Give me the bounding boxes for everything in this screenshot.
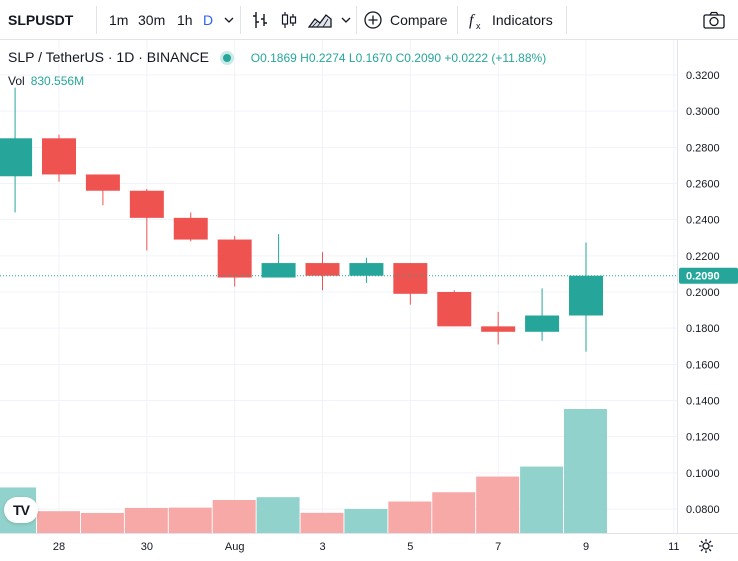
volume-bar bbox=[476, 476, 520, 533]
market-status-dot[interactable] bbox=[222, 53, 231, 62]
volume-bar bbox=[37, 511, 80, 533]
volume-bar bbox=[344, 508, 388, 533]
candle-body bbox=[349, 263, 384, 276]
price-tick-label: 0.2400 bbox=[686, 215, 720, 227]
volume-bar bbox=[256, 497, 300, 533]
open-value: O0.1869 bbox=[250, 51, 297, 65]
volume-bar bbox=[80, 512, 124, 533]
svg-text:x: x bbox=[476, 21, 481, 31]
price-tick-label: 0.3000 bbox=[686, 106, 720, 118]
price-tick-label: 0.0800 bbox=[686, 504, 720, 516]
price-tick-label: 0.2600 bbox=[686, 179, 720, 191]
interval-d-button[interactable]: D bbox=[203, 12, 214, 28]
toolbar-divider bbox=[566, 6, 567, 34]
candles bbox=[0, 87, 603, 352]
volume-value: 830.556M bbox=[30, 74, 85, 88]
toolbar-divider bbox=[96, 6, 97, 34]
current-price-tag bbox=[679, 267, 738, 284]
volume-label: Vol bbox=[8, 74, 25, 88]
axes[interactable]: 0.3200 0.3000 0.2800 0.2600 0.2400 0.2200 0.20… bbox=[0, 40, 738, 553]
time-tick-label: 30 bbox=[141, 541, 153, 553]
price-tick-label: 0.2800 bbox=[686, 142, 720, 154]
bar-chart-style-icon[interactable] bbox=[251, 10, 269, 30]
time-tick-label: 3 bbox=[319, 541, 325, 553]
time-tick-label: 5 bbox=[407, 541, 413, 553]
volume-bar bbox=[212, 500, 256, 533]
price-tick-label: 0.1800 bbox=[686, 323, 720, 335]
candle-body bbox=[85, 174, 120, 191]
price-tick-label: 0.1600 bbox=[686, 359, 720, 371]
candle-body bbox=[0, 138, 33, 177]
symbol-search-button[interactable]: SLPUSDT bbox=[8, 12, 74, 28]
price-tick-label: 0.2000 bbox=[686, 287, 720, 299]
high-value: H0.2274 bbox=[300, 51, 346, 65]
time-tick-label: 7 bbox=[495, 541, 501, 553]
candle-body bbox=[129, 190, 164, 218]
candle-body bbox=[305, 263, 340, 276]
close-value: C0.2090 bbox=[395, 51, 441, 65]
change-value: +0.0222 (+11.88%) bbox=[444, 51, 547, 65]
volume-bar bbox=[388, 501, 432, 533]
interval-30m-button[interactable]: 30m bbox=[138, 12, 166, 28]
volume-legend: Vol 830.556M bbox=[8, 74, 84, 88]
volume-bar bbox=[432, 492, 476, 533]
symbol-description[interactable]: SLP / TetherUS · 1D · BINANCE bbox=[8, 49, 209, 65]
price-tick-label: 0.3200 bbox=[686, 70, 720, 82]
time-tick-label: Aug bbox=[225, 541, 245, 553]
candle-body bbox=[173, 217, 208, 240]
volume-bar bbox=[124, 507, 168, 533]
candle-body bbox=[481, 326, 516, 332]
candle-body bbox=[569, 275, 603, 316]
candles-style-icon[interactable] bbox=[280, 10, 298, 30]
grid bbox=[0, 40, 677, 533]
candle-body bbox=[261, 263, 296, 278]
indicators-button[interactable]: Indicators bbox=[492, 12, 553, 28]
candle-body bbox=[42, 138, 76, 175]
toolbar-divider bbox=[457, 6, 458, 34]
interval-1h-button[interactable]: 1h bbox=[177, 12, 193, 28]
camera-snapshot-icon[interactable] bbox=[703, 11, 725, 29]
volume-bar bbox=[300, 512, 344, 533]
candle-body bbox=[525, 315, 560, 332]
chevron-down-icon[interactable] bbox=[341, 14, 351, 26]
current-price-label: 0.2090 bbox=[686, 271, 720, 283]
toolbar-divider bbox=[240, 6, 241, 34]
interval-1m-button[interactable]: 1m bbox=[109, 12, 129, 28]
settings-gear-icon[interactable] bbox=[698, 538, 714, 554]
candle-body bbox=[217, 239, 252, 278]
time-tick-label: 11 bbox=[668, 541, 679, 553]
compare-plus-icon[interactable] bbox=[364, 11, 382, 29]
volume-bar bbox=[168, 507, 212, 533]
time-tick-label: 9 bbox=[583, 541, 589, 553]
time-tick-label: 28 bbox=[53, 541, 65, 553]
toolbar-divider bbox=[356, 6, 357, 34]
price-tick-label: 0.1200 bbox=[686, 432, 720, 444]
price-tick-label: 0.1400 bbox=[686, 396, 720, 408]
ohlc-values: O0.1869 H0.2274 L0.1670 C0.2090 +0.0222 … bbox=[251, 51, 546, 65]
price-tick-label: 0.1000 bbox=[686, 468, 720, 480]
volume-bars bbox=[0, 409, 607, 533]
candle-body bbox=[393, 263, 428, 294]
tradingview-logo[interactable]: TV bbox=[4, 497, 38, 523]
compare-button[interactable]: Compare bbox=[390, 12, 448, 28]
chart-legend: SLP / TetherUS · 1D · BINANCE O0.1869 H0… bbox=[8, 49, 546, 65]
candle-body bbox=[437, 292, 472, 327]
volume-bar bbox=[520, 466, 564, 533]
chevron-down-icon[interactable] bbox=[224, 14, 234, 26]
price-tick-label: 0.2200 bbox=[686, 251, 720, 263]
volume-bar bbox=[564, 409, 607, 533]
area-chart-style-icon[interactable] bbox=[308, 10, 332, 30]
svg-text:f: f bbox=[469, 12, 476, 29]
low-value: L0.1670 bbox=[348, 51, 393, 65]
